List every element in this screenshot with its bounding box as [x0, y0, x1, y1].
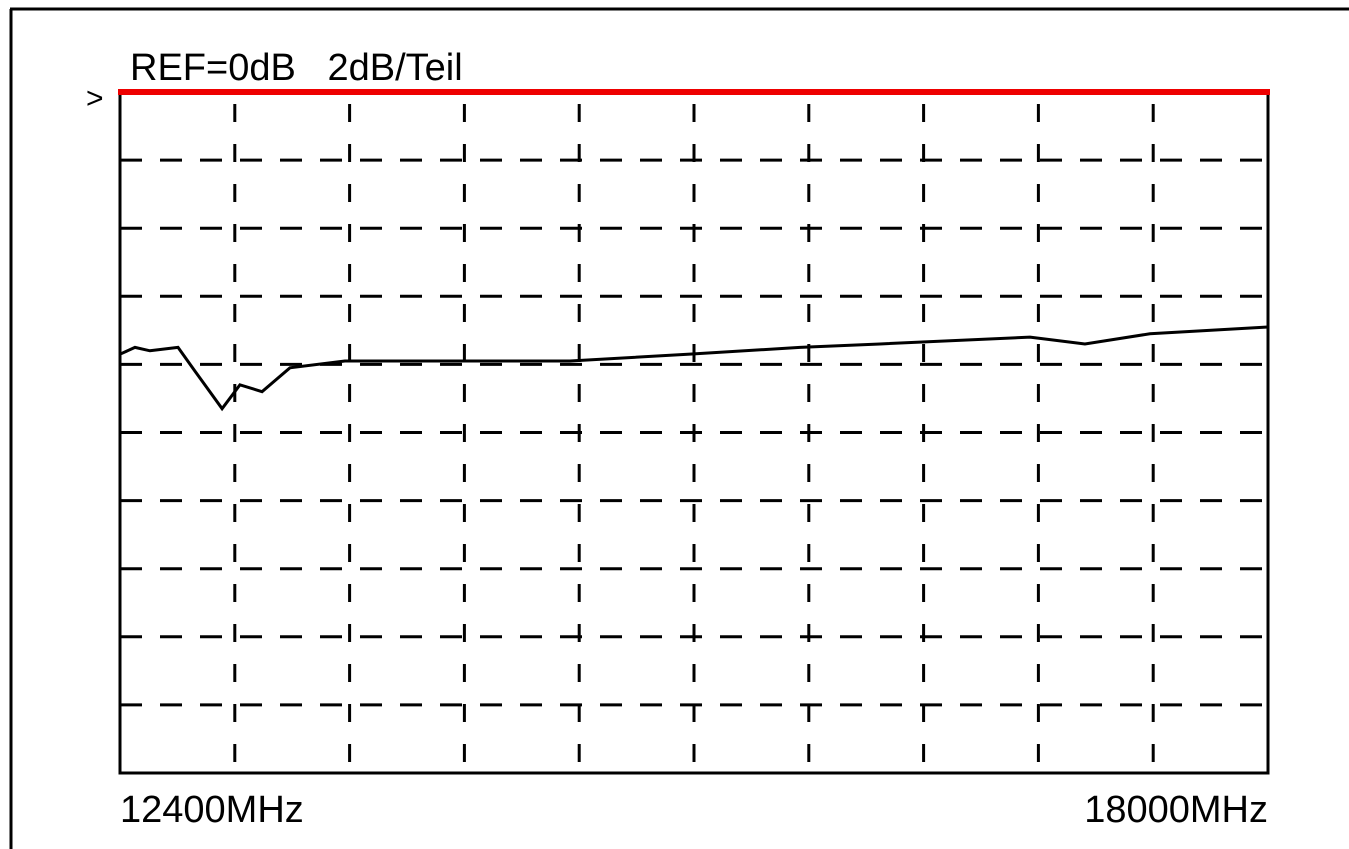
ref-marker: >: [86, 82, 104, 115]
chart-title: REF=0dB 2dB/Teil: [130, 47, 463, 89]
x-tick-label: 12400MHz: [120, 789, 304, 831]
x-tick-label: 18000MHz: [1084, 789, 1268, 831]
trace: [119, 325, 1269, 412]
